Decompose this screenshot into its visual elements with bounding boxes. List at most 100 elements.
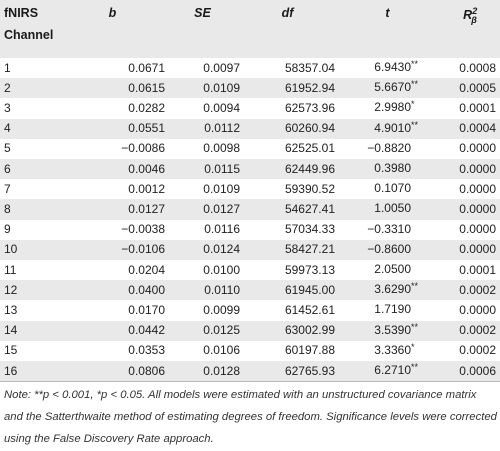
table-row: 2 0.0615 0.0109 61952.94 5.6670** 0.0005	[0, 78, 500, 99]
cell-b: 0.0282	[128, 100, 165, 115]
cell-df: 62525.01	[284, 141, 335, 156]
cell-t: 1.7190	[335, 300, 440, 320]
cell-r-squared: 0.0000	[440, 159, 500, 180]
cell-se: 0.0109	[165, 78, 240, 99]
cell-t: −0.8820	[335, 139, 440, 159]
cell-se: 0.0097	[203, 60, 240, 75]
cell-r-squared: 0.0001	[459, 100, 496, 115]
cell-r-squared: 0.0002	[440, 280, 500, 301]
table-row: 13 0.0170 0.0099 61452.61 1.7190 0.0000	[0, 300, 500, 320]
cell-r-squared: 0.0008	[459, 60, 496, 75]
cell-r-squared: 0.0006	[440, 361, 500, 383]
cell-t-value: −0.8820	[367, 140, 411, 155]
cell-t: 3.5390**	[335, 320, 440, 341]
cell-se: 0.0124	[165, 239, 240, 261]
cell-t-value: 2.9980	[374, 100, 411, 115]
cell-t-significance: *	[411, 341, 415, 352]
cell-t: 1.0050	[335, 199, 440, 220]
cell-t-significance: **	[411, 119, 419, 130]
table-row: 12 0.0400 0.0110 61945.00 3.6290** 0.0002	[0, 280, 500, 301]
cell-channel: 6	[0, 159, 60, 180]
cell-df: 61952.94	[240, 78, 335, 99]
table-body: 1 0.0671 0.0097 58357.04 6.9430** 0.0008 2 0.06…	[0, 58, 500, 383]
cell-t-value: −0.8600	[367, 241, 411, 256]
cell-b: 0.0046	[60, 159, 165, 180]
cell-channel: 13	[4, 302, 18, 317]
cell-r-squared: 0.0005	[440, 78, 500, 99]
cell-df: 62573.96	[284, 100, 335, 115]
table-row: 15 0.0353 0.0106 60197.88 3.3360* 0.0002	[0, 341, 500, 361]
cell-t-significance: **	[411, 59, 419, 69]
cell-t-value: 0.1070	[374, 181, 411, 196]
cell-t-value: 5.6670	[374, 80, 411, 95]
cell-df: 58427.21	[240, 239, 335, 261]
cell-r-squared: 0.0000	[440, 239, 500, 261]
cell-se: 0.0106	[203, 343, 240, 358]
cell-t-value: 2.0500	[374, 262, 411, 277]
cell-t-value: 4.9010	[374, 120, 411, 135]
cell-se: 0.0110	[165, 280, 240, 301]
r-sup: 2	[472, 6, 478, 16]
cell-se: 0.0109	[203, 181, 240, 196]
table-row: 1 0.0671 0.0097 58357.04 6.9430** 0.0008	[0, 58, 500, 78]
table-row: 5 −0.0086 0.0098 62525.01 −0.8820 0.0000	[0, 139, 500, 159]
cell-b: −0.0086	[121, 141, 165, 156]
cell-t-significance: **	[411, 79, 419, 90]
cell-t-significance: *	[411, 99, 415, 110]
cell-t: 2.0500	[335, 260, 440, 280]
header-channel-line1: fNIRS	[4, 6, 39, 20]
cell-channel: 14	[0, 320, 60, 341]
table-row: 4 0.0551 0.0112 60260.94 4.9010** 0.0004	[0, 118, 500, 139]
header-se: SE	[165, 0, 240, 58]
cell-channel: 3	[4, 100, 11, 115]
cell-channel: 7	[4, 181, 11, 196]
table-row: 6 0.0046 0.0115 62449.96 0.3980 0.0000	[0, 159, 500, 180]
table-row: 9 −0.0038 0.0116 57034.33 −0.3310 0.0000	[0, 220, 500, 240]
cell-channel: 12	[0, 280, 60, 301]
table-row: 11 0.0204 0.0100 59973.13 2.0500 0.0001	[0, 260, 500, 280]
cell-b: 0.0806	[60, 361, 165, 383]
cell-se: 0.0116	[204, 222, 240, 237]
cell-t: 5.6670**	[335, 78, 440, 99]
cell-se: 0.0100	[203, 262, 240, 277]
cell-se: 0.0098	[203, 141, 240, 156]
header-r-squared: R2β	[440, 0, 500, 58]
cell-channel: 15	[4, 343, 18, 358]
cell-r-squared: 0.0000	[459, 302, 496, 317]
cell-t-value: 1.7190	[374, 302, 411, 317]
cell-df: 60197.88	[284, 343, 335, 358]
cell-t: 0.3980	[335, 159, 440, 180]
cell-channel: 11	[4, 262, 17, 277]
cell-se: 0.0112	[165, 118, 240, 139]
cell-r-squared: 0.0000	[459, 141, 496, 156]
r-squared-symbol: R2β	[463, 6, 478, 25]
cell-df: 63002.99	[240, 320, 335, 341]
table-row: 16 0.0806 0.0128 62765.93 6.2710** 0.0006	[0, 361, 500, 383]
cell-df: 62449.96	[240, 159, 335, 180]
table-row: 7 0.0012 0.0109 59390.52 0.1070 0.0000	[0, 179, 500, 199]
cell-r-squared: 0.0000	[459, 222, 496, 237]
cell-r-squared: 0.0002	[459, 343, 496, 358]
header-channel: fNIRS Channel	[0, 0, 60, 58]
cell-t: 3.6290**	[335, 280, 440, 301]
cell-se: 0.0099	[203, 302, 240, 317]
cell-t: 6.9430**	[335, 58, 440, 78]
cell-t: 4.9010**	[335, 118, 440, 139]
cell-r-squared: 0.0000	[440, 199, 500, 220]
cell-r-squared: 0.0004	[440, 118, 500, 139]
cell-df: 61452.61	[284, 302, 335, 317]
cell-b: 0.0012	[128, 181, 165, 196]
cell-se: 0.0094	[203, 100, 240, 115]
cell-b: −0.0038	[121, 222, 165, 237]
header-row: fNIRS Channel b SE df t R2β	[0, 0, 500, 58]
cell-t-significance: **	[411, 321, 419, 332]
cell-b: 0.0442	[60, 320, 165, 341]
cell-t-value: 3.6290	[374, 282, 411, 297]
cell-channel: 4	[0, 118, 60, 139]
cell-b: 0.0127	[60, 199, 165, 220]
cell-channel: 2	[0, 78, 60, 99]
cell-channel: 1	[4, 60, 11, 75]
cell-t-value: 6.9430	[374, 60, 411, 74]
cell-df: 59973.13	[284, 262, 335, 277]
